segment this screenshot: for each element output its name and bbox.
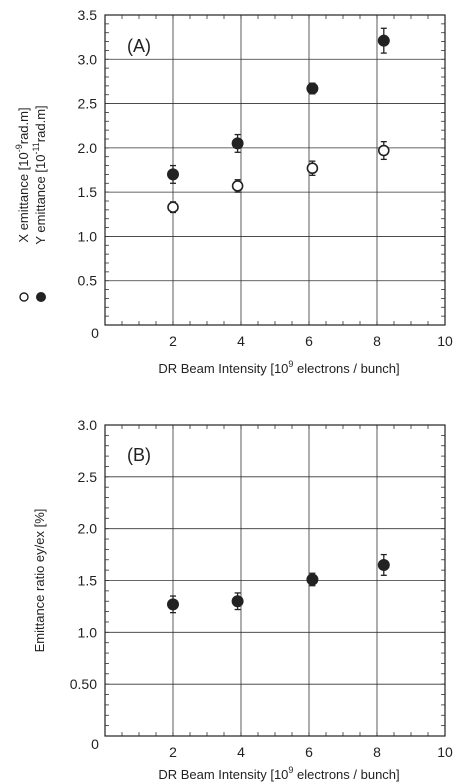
panel-b: 0.50 1.0 1.5 2.0 2.5 3.0 2 4 6 8 10 0 (B) DR Beam Int… [32,417,453,782]
panel-label: (A) [127,36,151,56]
x-axis-title-text: electrons / bunch] [293,767,399,782]
legend-open-circle-marker [19,292,29,302]
y-tick-label: 2.0 [78,521,98,537]
data-point-filled [377,558,390,571]
y-tick-label: 3.0 [78,51,98,67]
x-tick-label: 10 [437,744,453,760]
series-filled-circle [167,27,390,184]
y-axis-title-text: X emittance [10 [16,152,31,242]
y-axis-title-sup: -9 [14,144,24,152]
x-tick-label: 8 [373,744,381,760]
y-axis-title-sup: -11 [31,142,41,154]
y-tick-label: 3.0 [78,417,98,433]
data-point-filled [167,598,179,611]
data-point-filled [306,573,319,586]
x-axis-title: DR Beam Intensity [109 electrons / bunch… [158,765,399,782]
origin-tick-label: 0 [91,736,99,752]
x-axis-title-text: electrons / bunch] [293,361,399,376]
x-tick-label: 10 [437,333,453,349]
y-axis-title-text: rad.m] [33,105,48,142]
y-tick-label: 3.5 [78,7,98,23]
y-tick-label: 1.0 [78,624,98,640]
y-tick-label: 1.5 [78,573,98,589]
y-tick-label: 1.0 [78,228,98,244]
y-tick-label: 0.5 [78,273,98,289]
x-tick-label: 2 [169,333,177,349]
y-tick-label: 2.5 [78,96,98,112]
y-axis-title-text: Y emittance [10 [33,155,48,245]
plot-frame [104,424,446,737]
series-open-circle [167,141,390,214]
x-tick-label: 2 [169,744,177,760]
y-axis-title: X emittance [10-9rad.m] [14,107,31,242]
data-point-filled [231,595,244,608]
x-tick-label: 6 [305,744,313,760]
x-tick-label: 4 [237,744,245,760]
origin-tick-label: 0 [91,325,99,341]
y-axis-title: Y emittance [10-11rad.m] [31,105,48,244]
x-axis-title: DR Beam Intensity [109 electrons / bunch… [158,359,399,376]
x-axis-title-text: DR Beam Intensity [10 [158,361,288,376]
y-tick-label: 2.5 [78,469,98,485]
x-tick-label: 4 [237,333,245,349]
legend-filled-circle-marker [36,292,46,302]
data-point-open [231,180,244,192]
x-tick-label: 8 [373,333,381,349]
data-point-filled [377,34,390,47]
data-point-filled [306,82,319,95]
data-point-open [306,162,319,175]
data-point-open [167,201,179,213]
y-tick-label: 1.5 [78,184,98,200]
panel-a: 0.5 1.0 1.5 2.0 2.5 3.0 3.5 2 4 6 8 10 0 (A) DR Beam I… [14,7,453,376]
data-point-filled [231,137,244,150]
x-axis-title-text: DR Beam Intensity [10 [158,767,288,782]
y-axis-title-text: rad.m] [16,107,31,144]
x-axis-title-sup: 9 [288,765,293,775]
series-filled-circle [167,553,390,614]
plot-frame [104,14,446,326]
y-tick-label: 2.0 [78,140,98,156]
panel-label: (B) [127,445,151,465]
x-axis-title-sup: 9 [288,359,293,369]
x-tick-label: 6 [305,333,313,349]
data-point-open [377,144,390,157]
data-point-filled [167,168,179,181]
y-tick-label: 0.50 [70,676,97,692]
y-axis-title: Emittance ratio ey/ex [%] [32,509,47,653]
